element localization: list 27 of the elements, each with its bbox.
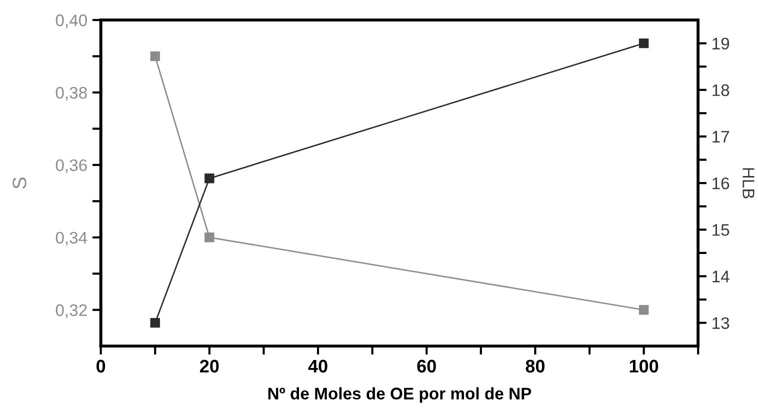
y-tick-label: 0,40 [56,14,87,28]
point [204,174,214,184]
point [638,305,649,315]
point [204,232,214,242]
y2-tick-label: 19 [712,38,730,50]
x-tick-label: 0 [96,360,106,373]
y-tick-label: 0,38 [56,86,87,101]
x-tick-label: 80 [526,360,545,373]
y-axis-title: S [12,177,26,189]
x-tick-label: 40 [308,360,328,373]
y2-axis-title: HLB [742,168,754,198]
point [150,318,160,328]
x-axis-title: Nº de Moles de OE por mol de NP [268,387,532,403]
y-tick-label: 0,34 [56,232,88,246]
x-tick-label: 60 [417,360,436,373]
y-tick-label: 0,32 [56,304,87,318]
point [150,51,160,62]
x-tick-label: 100 [630,360,658,373]
point [638,38,649,48]
y2-tick-label: 13 [712,317,730,330]
y2-tick-label: 14 [712,270,730,282]
y-tick-label: 0,36 [56,159,87,174]
x-tick-label: 20 [200,360,219,373]
y2-tick-label: 16 [712,177,730,190]
y2-tick-label: 17 [712,131,730,143]
y2-tick-label: 15 [712,224,730,236]
y2-tick-label: 18 [712,84,730,96]
